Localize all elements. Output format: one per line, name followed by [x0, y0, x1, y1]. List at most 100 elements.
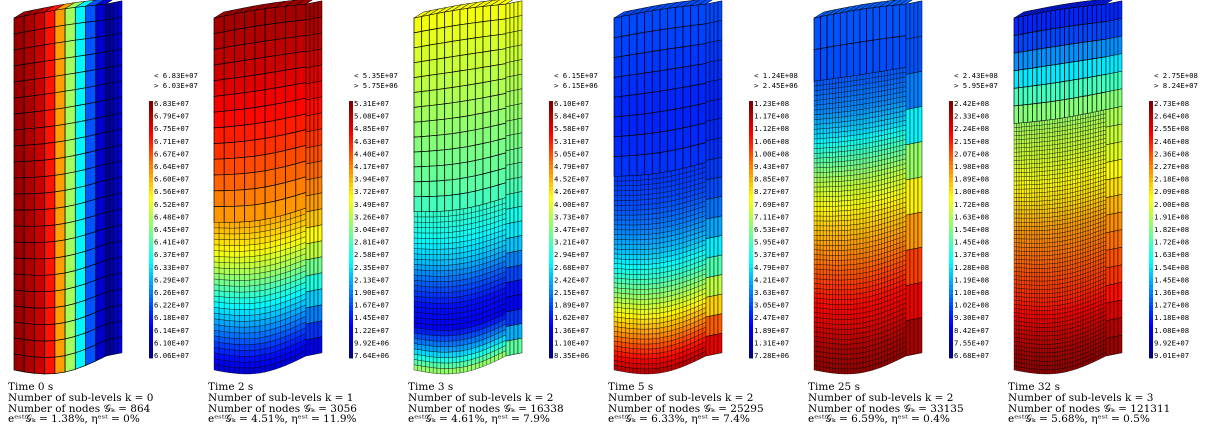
colorbar-segment [749, 315, 753, 320]
colorbar-segment [749, 190, 753, 196]
colorbar-segment [549, 130, 553, 136]
colorbar-segment [549, 268, 553, 273]
colorbar-segment [149, 113, 153, 119]
colorbar-segment [149, 109, 153, 115]
colorbar-segment [349, 212, 353, 218]
colorbar-segment [149, 315, 153, 320]
legend-tick-label: 5.58E+07 [554, 124, 589, 133]
colorbar-segment [149, 186, 153, 192]
colorbar-segment [549, 203, 553, 209]
colorbar-segment [749, 186, 753, 192]
colorbar-segment [349, 148, 353, 153]
legend-tick-label: 2.42E+07 [554, 275, 589, 284]
caption: Time 5 s Number of sub-levels k = 2 Numb… [608, 382, 764, 425]
colorbar-segment [549, 105, 553, 110]
legend-tick-label: 6.83E+07 [154, 99, 189, 108]
colorbar-segment [749, 208, 753, 213]
colorbar-segment [149, 130, 153, 136]
colorbar-segment [549, 173, 553, 179]
legend-tick-label: 8.85E+07 [754, 175, 789, 184]
colorbar-segment [749, 126, 753, 132]
legend-tick-label: 8.35E+06 [554, 351, 589, 360]
colorbar-segment [149, 216, 153, 222]
legend-tick-label: 1.22E+07 [354, 326, 389, 335]
mesh-side-face [505, 0, 523, 357]
panel-t3: < 6.15E+07 > 6.15E+06 6.10E+07 5.84E+07 5.58… [400, 0, 600, 447]
colorbar-segment [349, 220, 353, 226]
caption-sublevels: Number of sub-levels k = 0 [8, 391, 154, 404]
colorbar-segment [349, 216, 353, 222]
colorbar-segment [149, 229, 153, 235]
colorbar-segment [749, 195, 753, 200]
legend-tick-label: 2.81E+07 [354, 238, 389, 247]
colorbar-segment [149, 169, 153, 175]
colorbar-segment [349, 130, 353, 136]
mesh-plot [413, 0, 523, 375]
colorbar-segment [149, 332, 153, 337]
colorbar-segment [349, 298, 353, 303]
legend-tick-label: 4.79E+07 [754, 263, 789, 272]
colorbar-segment [349, 293, 353, 299]
colorbar-segment [749, 340, 753, 346]
legend-tick-label: 6.67E+07 [154, 149, 189, 158]
colorbar-segment [349, 152, 353, 158]
top-cell [295, 0, 313, 6]
legend-tick-label: 5.95E+07 [754, 238, 789, 247]
colorbar-segment [749, 220, 753, 226]
colorbar-segment [749, 165, 753, 170]
legend-tick-label: 5.31E+07 [354, 99, 389, 108]
colorbar-segment [549, 289, 553, 295]
colorbar-segment [349, 203, 353, 209]
colorbar-segment [549, 139, 553, 145]
colorbar-segment [149, 246, 153, 252]
panel-t25: < 2.43E+08 > 5.95E+07 2.42E+08 2.33E+08 2.24… [800, 0, 1000, 447]
colorbar-segment [349, 259, 353, 265]
colorbar-segment [349, 242, 353, 248]
colorbar-segment [749, 122, 753, 128]
caption-errors: eᵉˢᵗ𝒢ₖ = 4.61%, ηᵉˢᵗ = 7.9% [408, 413, 550, 426]
colorbar-segment [749, 182, 753, 188]
colorbar-segment [149, 156, 153, 162]
colorbar-segment [149, 238, 153, 243]
legend-tick-label: 6.60E+07 [154, 175, 189, 184]
colorbar-segment [749, 238, 753, 243]
colorbar-segment [349, 118, 353, 123]
mesh-plot [213, 0, 323, 375]
legend-tick-label: 6.45E+07 [154, 225, 189, 234]
legend-tick-label: 6.26E+07 [154, 288, 189, 297]
colorbar-segment [749, 246, 753, 252]
colorbar-segment [749, 255, 753, 260]
colorbar-segment [749, 259, 753, 265]
mesh-top-face [213, 0, 313, 19]
colorbar-segment [349, 229, 353, 235]
legend-tick-label: 3.73E+07 [554, 212, 589, 221]
mesh-top-face [413, 0, 513, 19]
legend-tick-label: 4.63E+07 [354, 137, 389, 146]
colorbar-segment [149, 122, 153, 128]
colorbar-segment [349, 268, 353, 273]
colorbar-segment [149, 285, 153, 290]
legend-tick-label: 7.69E+07 [754, 200, 789, 209]
colorbar-segment [549, 349, 553, 355]
colorbar-segment [749, 332, 753, 337]
colorbar-segment [749, 263, 753, 269]
legend-tick-label: 3.47E+07 [554, 225, 589, 234]
colorbar-segment [549, 101, 553, 106]
legend-under-label: > 6.15E+06 [554, 81, 598, 90]
colorbar-segment [549, 340, 553, 346]
colorbar-segment [549, 246, 553, 252]
legend-tick-label: 4.52E+07 [554, 175, 589, 184]
mesh-elements [13, 3, 107, 375]
colorbar-segment [349, 160, 353, 166]
colorbar-segment [349, 306, 353, 312]
colorbar-segment [149, 135, 153, 140]
legend-tick-label: 2.68E+07 [554, 263, 589, 272]
colorbar-segment [749, 268, 753, 273]
colorbar-segment [749, 148, 753, 153]
colorbar-segment [149, 353, 153, 359]
legend-tick-label: 2.35E+07 [354, 263, 389, 272]
top-cell [490, 0, 507, 6]
colorbar-segment [749, 160, 753, 166]
caption-errors: eᵉˢᵗ𝒢ₖ = 1.38%, ηᵉˢᵗ = 0% [8, 413, 140, 426]
